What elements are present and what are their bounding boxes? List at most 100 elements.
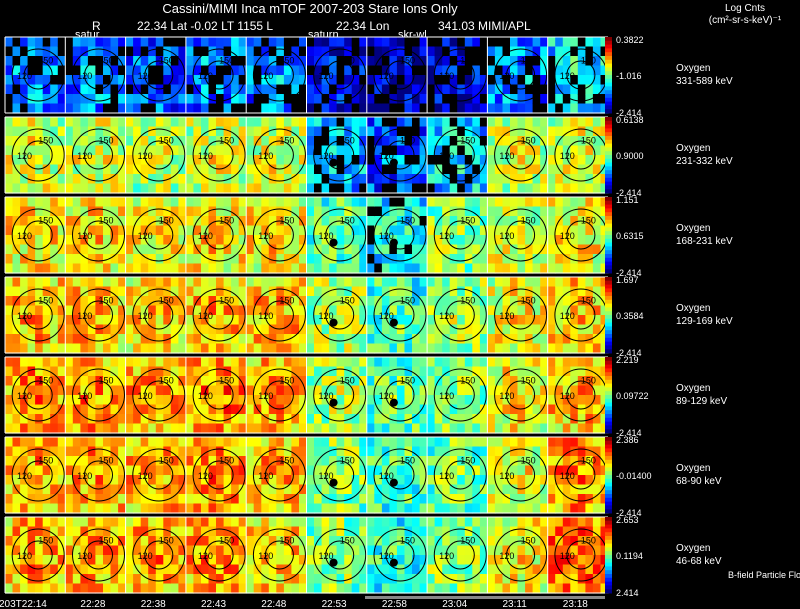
heatmap-cell (125, 216, 134, 227)
heatmap-cell (344, 423, 353, 434)
heatmap-cell (133, 145, 142, 156)
colorbar-segment (605, 395, 612, 400)
heatmap-cell (223, 503, 232, 514)
heatmap-cell (261, 254, 270, 265)
colorbar-max: 2.219 (616, 355, 639, 365)
contour-label: 120 (499, 391, 514, 401)
heatmap-cell (510, 583, 519, 594)
heatmap-cell (35, 244, 44, 255)
heatmap-cell (253, 305, 262, 316)
colorbar-segment (605, 155, 612, 160)
heatmap-cell (110, 117, 119, 128)
heatmap-cell (412, 155, 421, 166)
heatmap-cell (208, 197, 217, 208)
contour-label: 150 (99, 456, 114, 466)
heatmap-cell (547, 423, 556, 434)
heatmap-cell (517, 404, 526, 415)
colorbar-segment (605, 204, 612, 209)
heatmap-cell (457, 277, 466, 288)
heatmap-cell (170, 286, 179, 297)
heatmap-cell (329, 136, 338, 147)
contour-line (132, 208, 186, 262)
heatmap-cell (261, 583, 270, 594)
heatmap-cell (140, 183, 149, 194)
heatmap-cell (27, 315, 36, 326)
heatmap-cell (577, 244, 586, 255)
heatmap-cell (449, 555, 458, 566)
heatmap-cell (510, 366, 519, 377)
heatmap-cell (57, 56, 66, 67)
heatmap-cell (110, 343, 119, 354)
heatmap-cell (366, 437, 375, 448)
heatmap-cell (291, 395, 300, 406)
heatmap-cell (472, 404, 481, 415)
heatmap-cell (592, 103, 601, 114)
heatmap-cell (208, 305, 217, 316)
heatmap-cell (412, 414, 421, 425)
heatmap-cell (502, 136, 511, 147)
heatmap-cell (133, 197, 142, 208)
heatmap-cell (336, 65, 345, 76)
heatmap-cell (140, 164, 149, 175)
heatmap-cell (20, 155, 29, 166)
heatmap-cell (344, 286, 353, 297)
heatmap-cell (5, 324, 14, 335)
heatmap-cell (283, 46, 292, 57)
heatmap-cell (585, 216, 594, 227)
colorbar-segment (605, 475, 612, 480)
heatmap-cell (80, 456, 89, 467)
heatmap-cell (103, 75, 112, 86)
heatmap-cell (148, 385, 157, 396)
heatmap-cell (291, 564, 300, 575)
heatmap-cell (427, 305, 436, 316)
heatmap-cell (246, 286, 255, 297)
heatmap-cell (65, 126, 74, 137)
heatmap-cell (223, 263, 232, 274)
heatmap-cell (246, 545, 255, 556)
heatmap-cell (110, 423, 119, 434)
heatmap-cell (72, 385, 81, 396)
heatmap-cell (268, 503, 277, 514)
heatmap-cell (291, 225, 300, 236)
heatmap-cell (87, 446, 96, 457)
heatmap-cell (12, 183, 21, 194)
heatmap-cell (201, 555, 210, 566)
heatmap-cell (208, 545, 217, 556)
heatmap-cell (502, 263, 511, 274)
heatmap-cell (404, 94, 413, 105)
heatmap-cell (532, 536, 541, 547)
heatmap-cell (517, 475, 526, 486)
heatmap-cell (472, 84, 481, 95)
heatmap-cell (87, 517, 96, 528)
heatmap-cell (208, 446, 217, 457)
heatmap-cell (344, 75, 353, 86)
heatmap-cell (253, 475, 262, 486)
heatmap-cell (201, 216, 210, 227)
heatmap-cell (261, 296, 270, 307)
heatmap-cell (306, 423, 315, 434)
heatmap-cell (133, 465, 142, 476)
heatmap-cell (434, 414, 443, 425)
heatmap-cell (502, 65, 511, 76)
heatmap-cell (464, 305, 473, 316)
heatmap-cell (532, 315, 541, 326)
heatmap-cell (20, 357, 29, 368)
heatmap-cell (412, 145, 421, 156)
contour-label: 120 (17, 551, 32, 561)
heatmap-cell (472, 94, 481, 105)
heatmap-cell (510, 475, 519, 486)
heatmap-cell (268, 103, 277, 114)
heatmap-cell (329, 574, 338, 585)
heatmap-cell (27, 37, 36, 48)
heatmap-cell (525, 446, 534, 457)
heatmap-cell (95, 286, 104, 297)
heatmap-cell (95, 475, 104, 486)
heatmap-cell (381, 465, 390, 476)
heatmap-cell (427, 117, 436, 128)
heatmap-cell (412, 277, 421, 288)
heatmap-cell (201, 263, 210, 274)
heatmap-cell (321, 244, 330, 255)
colorbar-segment (605, 501, 612, 506)
